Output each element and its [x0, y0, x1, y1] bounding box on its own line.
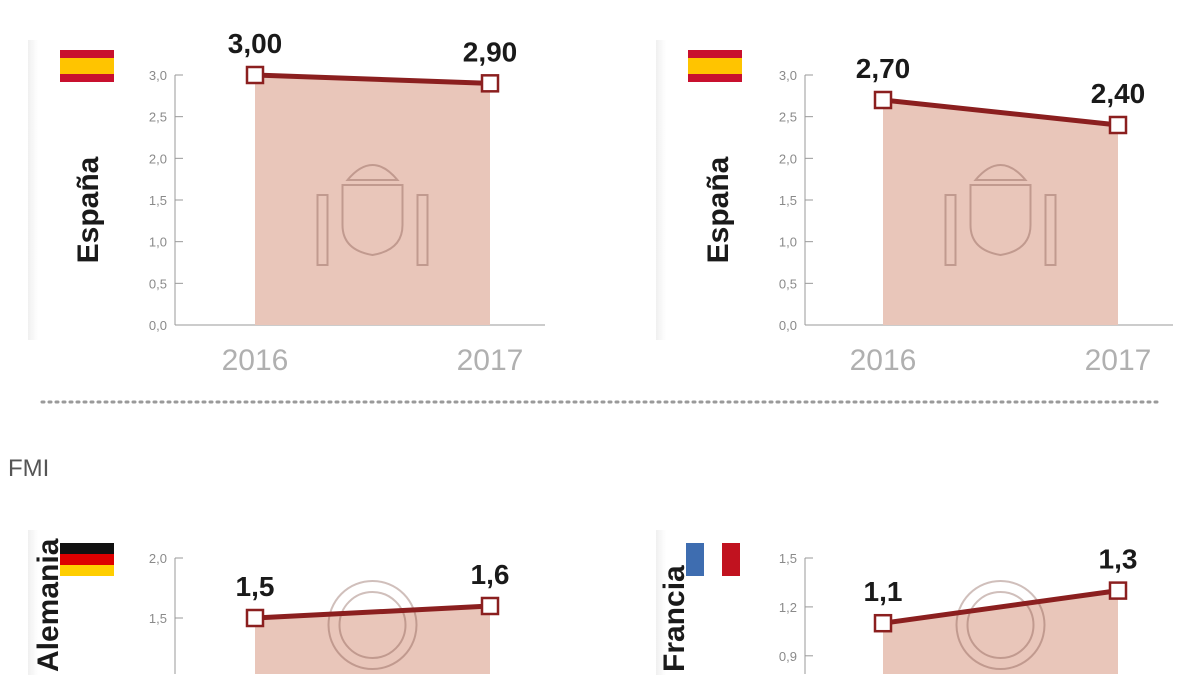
y-tick-label: 1,2 [779, 600, 797, 615]
x-tick-label: 2017 [457, 344, 524, 377]
spain-coat-of-arms-watermark [316, 164, 429, 266]
spain-flag-icon [60, 50, 114, 82]
y-tick-label: 0,9 [779, 649, 797, 664]
data-point-2016 [245, 65, 265, 85]
pillar-left [316, 194, 329, 266]
data-label-2016: 2,70 [856, 53, 911, 84]
y-tick-label: 1,0 [779, 235, 797, 250]
data-label-2017: 1,6 [471, 559, 510, 590]
y-tick-label: 2,0 [149, 551, 167, 566]
y-tick-label: 0,5 [779, 276, 797, 291]
series-line [882, 588, 1119, 626]
data-label-2016: 1,5 [236, 571, 275, 602]
data-point-2017 [1108, 581, 1128, 600]
section-label: FMI [8, 455, 50, 482]
shield-shape [969, 184, 1032, 257]
y-tick-label: 1,5 [779, 551, 797, 566]
y-tick-label: 0,5 [149, 276, 167, 291]
spain-flag-icon [688, 50, 742, 82]
data-label-2017: 2,40 [1091, 78, 1146, 109]
data-label-2017: 1,3 [1099, 544, 1138, 575]
country-label: Francia [658, 565, 691, 672]
country-label: Alemania [32, 538, 65, 672]
data-point-2017 [480, 74, 500, 93]
y-tick-label: 0,0 [779, 318, 797, 333]
imf-seal-watermark [327, 580, 418, 670]
flag-stripe [688, 58, 742, 74]
chart-francia-3: 0,9 1,2 1,5 1,1 1,3 Francia [658, 543, 1137, 674]
y-tick-label: 3,0 [149, 68, 167, 83]
y-tick-label: 3,0 [779, 68, 797, 83]
data-point-2017 [480, 596, 500, 616]
series-line [254, 72, 491, 86]
data-label-2017: 2,90 [463, 36, 518, 67]
country-label: España [702, 156, 735, 263]
flag-stripe [686, 543, 704, 576]
data-point-2016 [873, 90, 893, 110]
y-tick-label: 2,0 [149, 151, 167, 166]
data-point-2016 [873, 613, 893, 633]
flag-stripe [60, 543, 114, 554]
area-fill [883, 590, 1118, 674]
x-tick-label: 2016 [850, 344, 917, 377]
x-tick-label: 2016 [222, 344, 289, 377]
pillar-right [416, 194, 429, 266]
data-point-2017 [1108, 115, 1128, 135]
france-flag-icon [686, 543, 740, 576]
y-tick-label: 2,5 [779, 110, 797, 125]
panel-shadow [656, 40, 666, 340]
chart-españa-1: 0,0 0,5 1,0 1,5 2,0 2,5 3,0 2,70 2016 2,40 2017 Esp… [688, 50, 1173, 377]
seal-inner-ring [338, 591, 407, 659]
flag-stripe [722, 543, 740, 576]
y-tick-label: 1,5 [149, 611, 167, 626]
spain-coat-of-arms-watermark [944, 164, 1057, 266]
pillar-left [944, 194, 957, 266]
flag-stripe [60, 565, 114, 576]
crown-shape [345, 164, 400, 181]
country-label: España [72, 156, 105, 263]
y-tick-label: 0,0 [149, 318, 167, 333]
shield-shape [341, 184, 404, 257]
flag-stripe [60, 554, 114, 565]
y-tick-label: 2,5 [149, 110, 167, 125]
series-line [254, 603, 491, 621]
y-tick-label: 1,5 [149, 193, 167, 208]
seal-ring [955, 580, 1046, 670]
data-label-2016: 3,00 [228, 28, 283, 59]
area-fill [883, 100, 1118, 325]
pillar-right [1044, 194, 1057, 266]
y-tick-label: 1,5 [779, 193, 797, 208]
imf-seal-watermark [955, 580, 1046, 670]
area-fill [255, 75, 490, 325]
x-tick-label: 2017 [1085, 344, 1152, 377]
chart-españa-0: 0,0 0,5 1,0 1,5 2,0 2,5 3,0 3,00 2016 2,90 2017 Esp… [60, 28, 545, 377]
data-point-2016 [245, 608, 265, 628]
seal-inner-ring [966, 591, 1035, 659]
germany-flag-icon [60, 543, 114, 576]
seal-ring [327, 580, 418, 670]
y-tick-label: 2,0 [779, 151, 797, 166]
panel-shadow [28, 530, 38, 675]
flag-stripe [60, 58, 114, 74]
crown-shape [973, 164, 1028, 181]
y-tick-label: 1,0 [149, 235, 167, 250]
chart-alemania-2: 1,5 2,0 1,5 1,6 Alemania [32, 538, 509, 674]
data-label-2016: 1,1 [864, 576, 903, 607]
panel-shadow [656, 530, 666, 675]
series-line [882, 97, 1119, 128]
panel-shadow [28, 40, 38, 340]
area-fill [255, 606, 490, 674]
